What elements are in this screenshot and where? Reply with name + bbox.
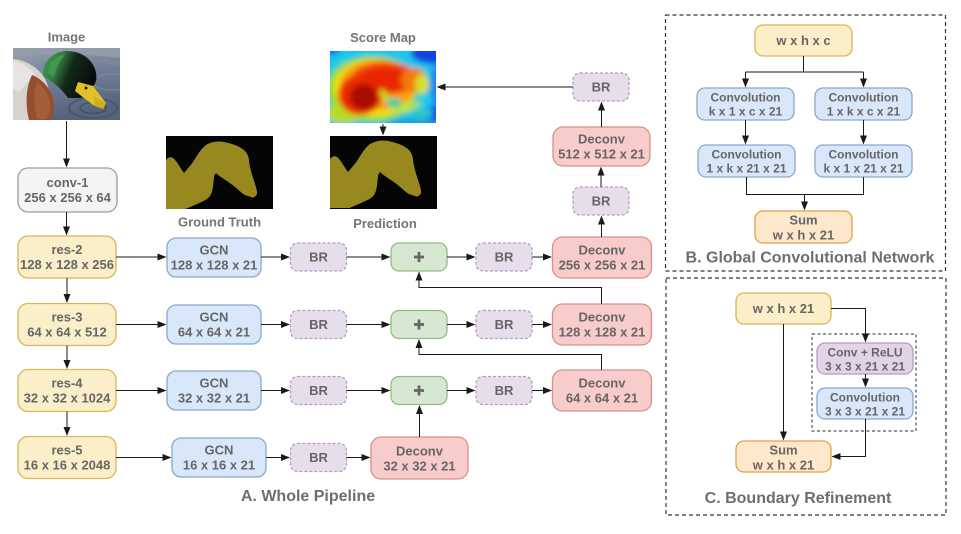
svg-text:res-3: res-3	[51, 310, 82, 325]
svg-text:BR: BR	[309, 250, 328, 265]
svg-text:128 x 128 x 21: 128 x 128 x 21	[559, 325, 646, 340]
svg-text:C. Boundary Refinement: C. Boundary Refinement	[705, 490, 892, 507]
svg-text:res-5: res-5	[51, 443, 82, 458]
svg-text:w x h x 21: w x h x 21	[752, 458, 814, 473]
svg-text:64 x 64 x 21: 64 x 64 x 21	[566, 391, 638, 406]
svg-text:BR: BR	[309, 450, 328, 465]
svg-text:1 x k x 21 x 21: 1 x k x 21 x 21	[706, 162, 786, 176]
svg-text:Sum: Sum	[789, 213, 817, 228]
svg-text:512 x 512 x 21: 512 x 512 x 21	[558, 147, 645, 162]
svg-text:GCN: GCN	[205, 443, 234, 458]
svg-text:128 x 128 x 256: 128 x 128 x 256	[20, 257, 114, 272]
svg-text:Convolution: Convolution	[830, 391, 900, 405]
svg-text:32 x 32 x 21: 32 x 32 x 21	[178, 391, 250, 406]
svg-text:3 x 3 x 21 x 21: 3 x 3 x 21 x 21	[825, 405, 905, 419]
svg-text:BR: BR	[309, 383, 328, 398]
svg-text:BR: BR	[592, 194, 611, 209]
svg-text:32 x 32 x 21: 32 x 32 x 21	[383, 459, 455, 474]
svg-text:128 x 128 x 21: 128 x 128 x 21	[171, 258, 258, 273]
svg-text:B. Global Convolutional Networ: B. Global Convolutional Network	[686, 250, 935, 267]
svg-text:Deconv: Deconv	[578, 132, 626, 147]
svg-text:32 x 32 x 1024: 32 x 32 x 1024	[24, 391, 112, 406]
svg-text:Deconv: Deconv	[396, 444, 444, 459]
svg-text:k x 1 x 21 x 21: k x 1 x 21 x 21	[823, 162, 903, 176]
svg-text:1 x k x c x 21: 1 x k x c x 21	[827, 105, 901, 119]
svg-text:Convolution: Convolution	[712, 148, 782, 162]
svg-text:Deconv: Deconv	[579, 376, 627, 391]
svg-text:BR: BR	[495, 383, 514, 398]
svg-text:Prediction: Prediction	[353, 216, 417, 231]
svg-text:GCN: GCN	[200, 376, 229, 391]
svg-text:Convolution: Convolution	[829, 91, 899, 105]
svg-text:Sum: Sum	[769, 443, 797, 458]
svg-text:k x 1 x c x 21: k x 1 x c x 21	[709, 105, 783, 119]
svg-text:16 x 16 x 2048: 16 x 16 x 2048	[24, 458, 111, 473]
svg-text:w x h x 21: w x h x 21	[752, 301, 814, 316]
svg-text:GCN: GCN	[200, 310, 229, 325]
svg-text:A. Whole Pipeline: A. Whole Pipeline	[241, 488, 375, 505]
svg-text:64 x 64 x 512: 64 x 64 x 512	[27, 325, 107, 340]
svg-text:res-4: res-4	[51, 376, 83, 391]
svg-text:BR: BR	[495, 250, 514, 265]
svg-text:w x h x c: w x h x c	[775, 33, 830, 48]
svg-text:BR: BR	[495, 317, 514, 332]
svg-text:3 x 3 x 21 x 21: 3 x 3 x 21 x 21	[825, 360, 905, 374]
svg-text:w x h x 21: w x h x 21	[772, 228, 834, 243]
svg-text:res-2: res-2	[51, 242, 82, 257]
svg-text:64 x 64 x 21: 64 x 64 x 21	[178, 325, 250, 340]
svg-text:BR: BR	[309, 317, 328, 332]
svg-text:Conv + ReLU: Conv + ReLU	[827, 346, 902, 360]
svg-text:BR: BR	[592, 80, 611, 95]
svg-text:Convolution: Convolution	[711, 91, 781, 105]
svg-text:16 x 16 x 21: 16 x 16 x 21	[183, 458, 255, 473]
svg-text:conv-1: conv-1	[47, 175, 89, 190]
svg-text:Image: Image	[48, 30, 86, 45]
svg-text:Score Map: Score Map	[350, 30, 416, 45]
svg-text:Deconv: Deconv	[579, 310, 627, 325]
svg-text:Ground Truth: Ground Truth	[178, 215, 261, 230]
svg-text:Deconv: Deconv	[579, 243, 627, 258]
svg-text:256 x 256 x 21: 256 x 256 x 21	[559, 258, 646, 273]
svg-text:Convolution: Convolution	[829, 148, 899, 162]
svg-text:256 x 256 x 64: 256 x 256 x 64	[24, 190, 112, 205]
svg-text:GCN: GCN	[200, 243, 229, 258]
